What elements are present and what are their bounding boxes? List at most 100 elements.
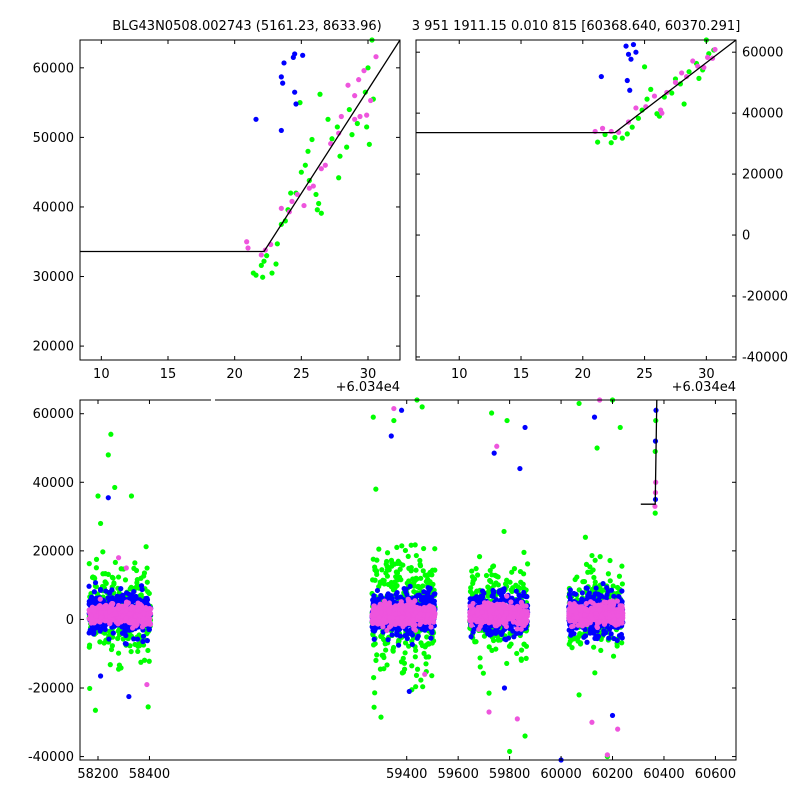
title-right: 3 951 1911.15 0.010 815 [60368.640, 6037… <box>412 19 741 34</box>
data-point-green <box>493 646 499 652</box>
data-point-green <box>132 641 138 648</box>
data-point-blue <box>608 631 614 637</box>
data-point-green <box>298 169 304 175</box>
data-point-blue <box>627 87 633 93</box>
data-point-blue <box>591 630 597 636</box>
plot-frame-top-left <box>79 39 401 361</box>
data-point-green <box>518 647 525 653</box>
data-point-magenta <box>504 593 510 599</box>
data-point-magenta <box>378 609 384 616</box>
data-point-green <box>581 578 588 585</box>
data-point-blue <box>584 639 590 645</box>
data-point-magenta <box>306 185 312 191</box>
data-point-magenta <box>597 619 603 625</box>
data-point-green <box>288 190 294 196</box>
data-point-magenta <box>310 183 316 189</box>
fit-line-layer-top-right <box>416 39 737 134</box>
data-point-blue <box>86 630 92 636</box>
data-point-green <box>477 664 483 670</box>
data-point-green <box>384 662 390 668</box>
data-point-green <box>373 569 380 575</box>
data-point-magenta <box>387 615 393 621</box>
data-point-magenta <box>583 600 590 607</box>
data-point-green <box>396 574 403 580</box>
data-point-magenta <box>394 618 400 625</box>
data-point-blue <box>618 633 624 640</box>
data-point-green <box>408 568 414 574</box>
data-point-magenta <box>294 191 300 198</box>
data-point-green <box>336 175 342 181</box>
data-point-green <box>417 563 424 569</box>
data-point-green <box>381 581 387 587</box>
data-point-magenta <box>392 611 399 617</box>
fit-line-layer-top-left <box>80 39 401 253</box>
data-point-green <box>394 583 400 589</box>
data-point-magenta <box>503 619 509 625</box>
data-point-magenta <box>130 618 136 624</box>
data-point-magenta <box>123 615 129 621</box>
data-point-magenta <box>659 110 665 116</box>
data-point-magenta <box>98 614 104 620</box>
data-point-green <box>376 546 382 552</box>
data-point-green <box>592 557 598 563</box>
y-tick-label: 60000 <box>742 46 783 61</box>
data-point-blue <box>407 583 413 589</box>
data-point-blue <box>92 580 99 586</box>
data-point-blue <box>581 634 587 640</box>
data-point-green <box>364 124 370 130</box>
data-point-magenta <box>402 620 408 626</box>
data-point-magenta <box>322 162 328 168</box>
data-point-magenta <box>369 617 375 624</box>
data-point-green <box>314 207 320 213</box>
ticks-layer-top-right: 10 15 20 25 30+6.034e4-40000-200000200004000… <box>416 40 788 395</box>
data-point-green <box>380 636 387 642</box>
data-point-magenta <box>376 614 382 620</box>
data-point-magenta <box>567 601 573 607</box>
data-point-magenta <box>479 617 486 624</box>
data-point-blue <box>428 635 434 641</box>
data-point-green <box>644 96 650 102</box>
data-point-magenta <box>425 611 431 618</box>
data-point-magenta <box>98 610 104 616</box>
data-point-blue <box>615 593 622 600</box>
data-point-magenta <box>364 112 370 118</box>
data-point-magenta <box>633 105 639 111</box>
data-point-green <box>393 569 399 575</box>
data-point-blue <box>496 589 502 596</box>
data-point-green <box>344 144 350 150</box>
data-point-magenta <box>567 618 573 624</box>
data-point-blue <box>134 636 141 642</box>
data-point-green <box>614 643 620 649</box>
data-point-green <box>518 579 524 585</box>
data-point-magenta <box>361 68 367 74</box>
data-point-magenta <box>568 623 575 630</box>
data-point-blue <box>300 52 306 58</box>
data-point-green <box>426 641 432 647</box>
data-point-green <box>521 585 527 592</box>
data-point-green <box>385 581 391 588</box>
data-point-magenta <box>588 599 594 605</box>
data-point-green <box>669 90 675 96</box>
data-point-green <box>592 670 598 676</box>
data-point-blue <box>500 589 506 595</box>
data-point-blue <box>253 116 259 122</box>
data-point-green <box>413 672 420 678</box>
data-point-green <box>269 270 275 276</box>
data-point-green <box>138 659 144 665</box>
data-point-blue <box>110 630 116 636</box>
data-point-green <box>318 210 324 216</box>
data-point-green <box>412 654 418 660</box>
x-tick-label: 10 <box>451 367 468 382</box>
data-point-magenta <box>518 626 524 632</box>
panel-top-left: 10 15 20 25 30+6.034e42000030000400005000060… <box>33 37 401 395</box>
fit-line <box>80 39 401 253</box>
data-point-green <box>476 554 483 560</box>
data-point-magenta <box>508 599 514 605</box>
panel-top-right: 10 15 20 25 30+6.034e4-40000-200000200004000… <box>415 37 788 395</box>
data-point-magenta <box>431 614 437 621</box>
data-point-green <box>506 643 513 649</box>
data-point-magenta <box>97 596 103 602</box>
data-point-magenta <box>523 603 529 609</box>
data-point-magenta <box>386 624 393 630</box>
data-point-green <box>413 552 419 559</box>
